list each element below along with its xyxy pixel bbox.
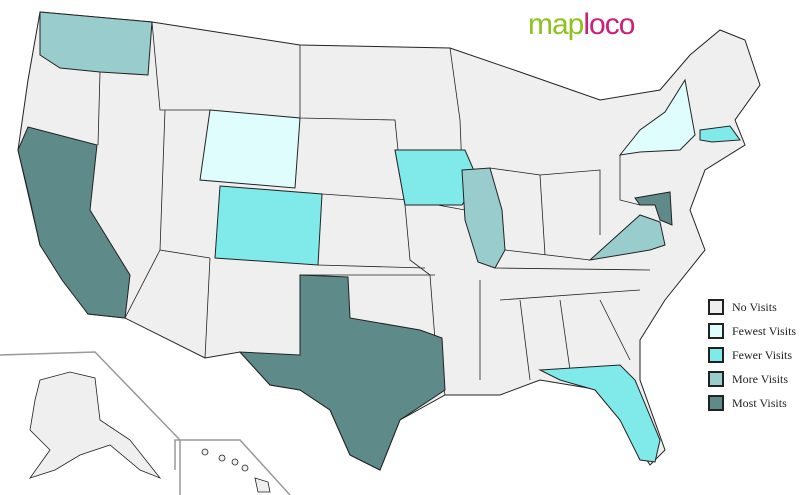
legend-swatch <box>708 395 724 411</box>
logo-part1: map <box>528 8 584 41</box>
legend-swatch <box>708 371 724 387</box>
state-il[interactable] <box>461 167 506 269</box>
legend-label: No Visits <box>732 299 777 314</box>
state-md[interactable] <box>634 191 673 226</box>
state-co[interactable] <box>214 185 323 266</box>
state-fl[interactable] <box>538 364 661 463</box>
lower48-outline <box>17 11 761 471</box>
legend-label: Fewer Visits <box>732 347 793 362</box>
states <box>17 11 741 471</box>
state-wy[interactable] <box>199 109 301 189</box>
state-tx[interactable] <box>238 274 446 471</box>
legend-item: Fewest Visits <box>708 319 796 343</box>
legend-item: More Visits <box>708 367 796 391</box>
state-ak[interactable] <box>28 371 162 479</box>
state-hi[interactable] <box>201 448 271 493</box>
legend-swatch <box>708 323 724 339</box>
state-ma[interactable] <box>699 125 741 143</box>
maploco-logo: maploco <box>528 8 635 42</box>
state-wa[interactable] <box>39 11 153 76</box>
state-va[interactable] <box>588 214 666 261</box>
state-ca[interactable] <box>17 126 131 319</box>
legend-swatch <box>708 347 724 363</box>
legend-label: Fewest Visits <box>732 323 797 338</box>
legend-item: Fewer Visits <box>708 343 796 367</box>
state-ny[interactable] <box>618 78 696 156</box>
legend-item: Most Visits <box>708 391 796 415</box>
legend-label: More Visits <box>732 371 789 386</box>
inset-frames <box>0 351 291 495</box>
legend-label: Most Visits <box>732 395 787 410</box>
legend-item: No Visits <box>708 295 796 319</box>
logo-part2: loco <box>583 8 635 41</box>
legend: No Visits Fewest Visits Fewer Visits Mor… <box>708 295 796 415</box>
legend-swatch <box>708 299 724 315</box>
